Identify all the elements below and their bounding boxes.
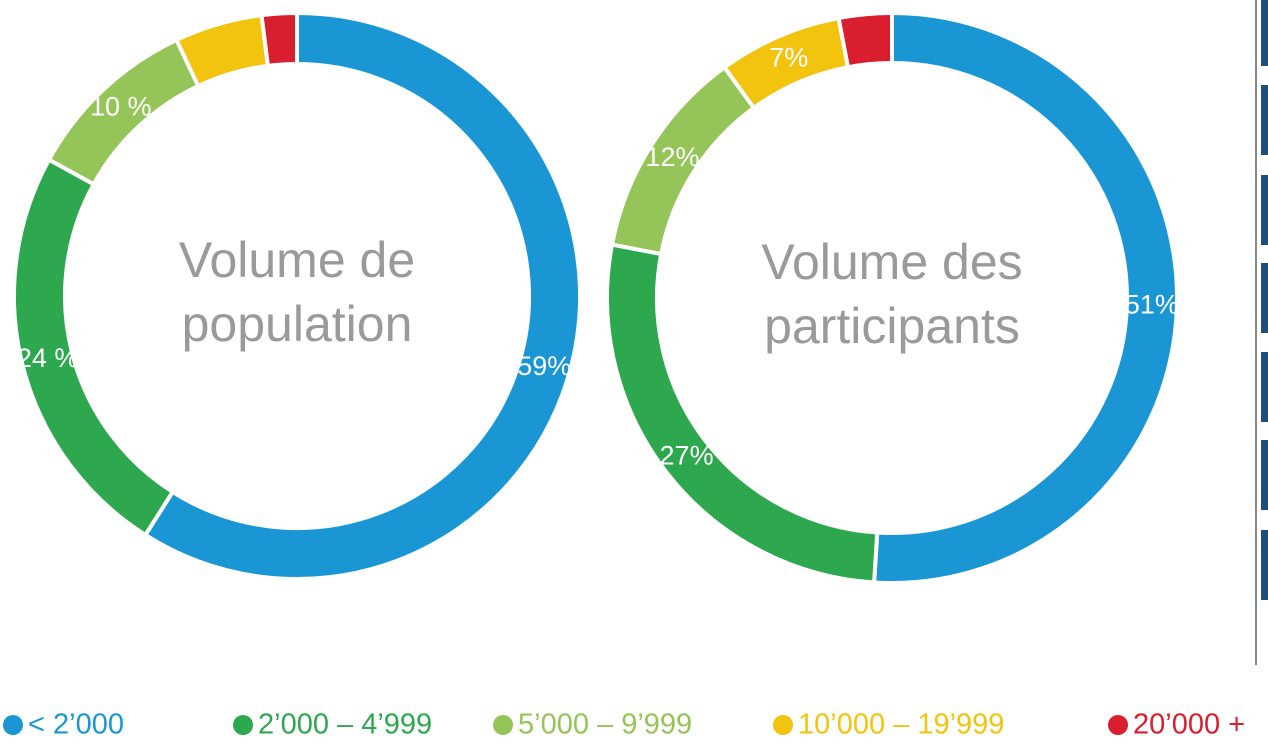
donut-segment — [605, 242, 880, 585]
center-title: participants — [764, 298, 1020, 354]
center-title: Volume des — [761, 234, 1022, 290]
value-label: 59% — [517, 351, 571, 381]
legend-swatch — [3, 715, 23, 735]
value-label: 51% — [1125, 289, 1179, 319]
donut-segment — [836, 10, 894, 70]
legend-swatch — [493, 715, 513, 735]
legend-swatch — [1108, 715, 1128, 735]
legend-swatch — [773, 715, 793, 735]
donut-segment — [142, 10, 582, 581]
edge-block — [1261, 85, 1268, 155]
edge-decoration — [1255, 0, 1268, 665]
donut-segment — [259, 10, 299, 69]
edge-block — [1261, 530, 1268, 600]
legend-label: 2’000 – 4’999 — [258, 709, 432, 741]
value-label: 12% — [645, 142, 699, 172]
edge-block — [1261, 175, 1268, 245]
edge-block — [1261, 0, 1268, 66]
edge-block — [1261, 440, 1268, 510]
legend-label: 5’000 – 9’999 — [518, 709, 692, 741]
edge-block — [1261, 352, 1268, 422]
center-title: population — [182, 296, 413, 352]
donut-segment — [871, 10, 1179, 585]
value-label: 27% — [660, 440, 714, 470]
legend-label: 20’000 + — [1133, 709, 1245, 741]
legend-label: < 2’000 — [28, 709, 124, 741]
value-label: 7% — [769, 43, 808, 73]
value-label: 24 % — [17, 343, 79, 373]
center-title: Volume de — [179, 232, 415, 288]
legend-swatch — [233, 715, 253, 735]
value-label: 10 % — [90, 91, 152, 121]
legend-label: 10’000 – 19’999 — [798, 709, 1004, 741]
edge-block — [1261, 263, 1268, 333]
